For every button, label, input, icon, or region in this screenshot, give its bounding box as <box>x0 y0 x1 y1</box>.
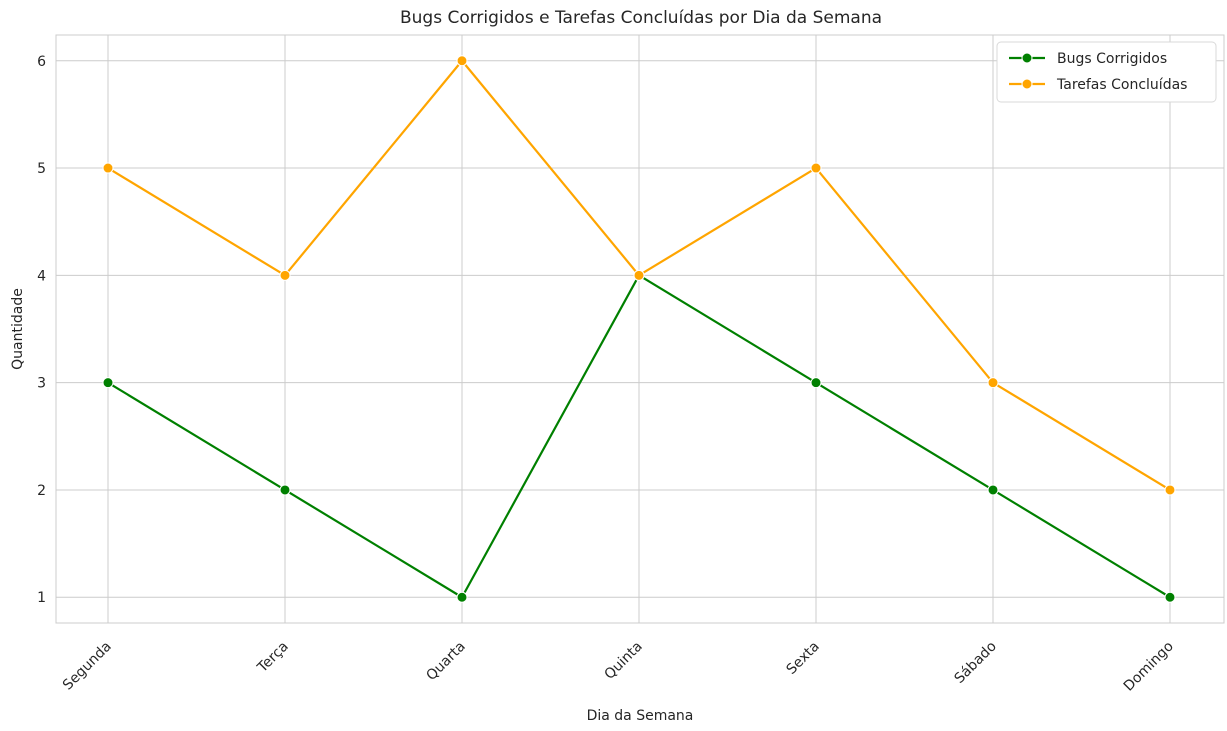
data-point <box>987 377 999 389</box>
data-point <box>102 162 114 174</box>
data-point <box>810 162 822 174</box>
x-axis-title: Dia da Semana <box>587 708 694 724</box>
x-tick-label: Sábado <box>951 639 999 687</box>
chart-title: Bugs Corrigidos e Tarefas Concluídas por… <box>400 8 882 28</box>
y-axis-ticks: 1 2 3 4 5 6 <box>37 54 46 606</box>
data-point <box>810 377 822 389</box>
x-tick-label: Quinta <box>601 639 645 683</box>
legend-items: Bugs Corrigidos Tarefas Concluídas <box>1009 51 1187 93</box>
data-point <box>279 484 291 496</box>
y-axis-title: Quantidade <box>10 288 26 370</box>
data-point <box>102 377 114 389</box>
y-tick-label: 1 <box>37 590 46 606</box>
y-tick-label: 4 <box>37 268 46 284</box>
legend-marker <box>1021 52 1033 64</box>
y-tick-label: 5 <box>37 161 46 177</box>
legend: Bugs Corrigidos Tarefas Concluídas <box>996 41 1217 103</box>
y-tick-label: 3 <box>37 376 46 392</box>
data-point <box>1164 591 1176 603</box>
legend-box <box>996 41 1217 103</box>
data-point <box>456 55 468 67</box>
y-tick-label: 6 <box>37 54 46 70</box>
data-point <box>279 269 291 281</box>
data-point <box>1164 484 1176 496</box>
plot-frame <box>55 34 1225 624</box>
data-point <box>987 484 999 496</box>
x-tick-label: Segunda <box>60 639 115 694</box>
data-point <box>633 269 645 281</box>
x-tick-label: Domingo <box>1121 639 1177 695</box>
plot-area <box>55 34 1225 624</box>
x-axis-ticks: Segunda Terça Quarta Quinta Sexta Sábado Domin… <box>60 639 1177 695</box>
x-tick-label: Sexta <box>784 639 823 678</box>
y-tick-label: 2 <box>37 483 46 499</box>
legend-label: Bugs Corrigidos <box>1057 51 1167 67</box>
x-tick-label: Quarta <box>423 639 468 684</box>
x-tick-label: Terça <box>254 639 292 677</box>
legend-label: Tarefas Concluídas <box>1056 77 1187 93</box>
series-markers <box>102 55 1176 603</box>
data-point <box>456 591 468 603</box>
legend-marker <box>1021 78 1033 90</box>
